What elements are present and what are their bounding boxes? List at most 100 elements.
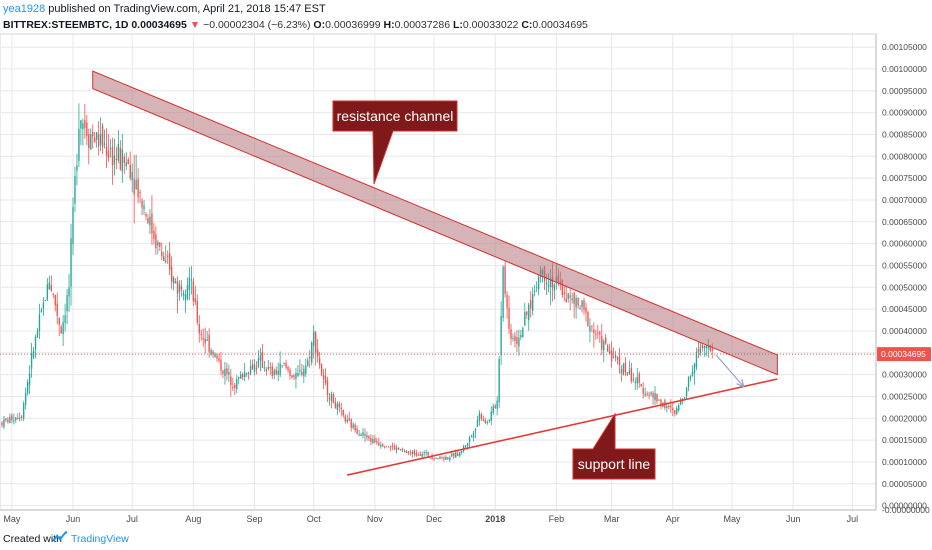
- candle-body: [303, 368, 305, 377]
- candle-body: [161, 251, 163, 257]
- candle-body: [636, 377, 638, 384]
- candle-body: [488, 420, 490, 422]
- candle-body: [182, 292, 185, 296]
- candle-body: [642, 388, 644, 394]
- candle-body: [453, 452, 455, 457]
- candle-body: [119, 147, 122, 170]
- candle-body: [386, 446, 388, 448]
- candle-body: [26, 381, 29, 394]
- candle-body: [113, 155, 116, 165]
- candle-body: [689, 375, 692, 379]
- candle-body: [30, 353, 33, 369]
- candle-body: [439, 456, 441, 459]
- candle-body: [567, 293, 569, 299]
- candle-body: [94, 137, 96, 143]
- candle-body: [610, 350, 613, 362]
- candle-body: [711, 348, 713, 351]
- candle-body: [457, 453, 459, 456]
- candle-body: [42, 302, 45, 309]
- candle-body: [259, 355, 262, 361]
- candle-body: [295, 372, 297, 379]
- candle-body: [28, 373, 31, 385]
- candle-body: [218, 358, 220, 361]
- candle-body: [24, 392, 27, 405]
- tradingview-brand[interactable]: TradingView: [71, 533, 129, 545]
- author-link[interactable]: yea1928: [3, 3, 46, 15]
- candle-body: [703, 345, 706, 349]
- x-tick-label: Feb: [549, 514, 565, 524]
- candle-body: [484, 420, 487, 423]
- projection-arrow: [715, 354, 745, 388]
- candle-body: [533, 290, 536, 292]
- candle-body: [423, 452, 425, 454]
- tradingview-logo-icon[interactable]: [52, 531, 68, 543]
- candle-body: [212, 351, 214, 355]
- candle-body: [397, 447, 400, 450]
- candle-body: [707, 346, 709, 349]
- x-tick-label: May: [3, 514, 21, 524]
- candle-body: [405, 451, 408, 453]
- candle-body: [460, 450, 463, 453]
- candle-body: [90, 134, 92, 150]
- candle-body: [322, 374, 325, 380]
- candle-body: [115, 158, 118, 160]
- x-tick-label: Aug: [185, 514, 201, 524]
- candle-body: [522, 328, 524, 337]
- y-tick-label: 0.00040000: [882, 326, 927, 336]
- candle-body: [155, 234, 157, 248]
- candle-body: [174, 281, 177, 284]
- chart-drawings: resistance channel support line: [0, 70, 876, 480]
- candle-body: [301, 371, 303, 375]
- candle-body: [95, 132, 98, 140]
- y-tick-label: 0.00050000: [882, 282, 927, 292]
- candle-body: [366, 435, 368, 438]
- candle-body: [17, 417, 19, 419]
- candle-body: [103, 143, 106, 145]
- candle-body: [109, 148, 112, 150]
- candle-body: [234, 384, 236, 388]
- candle-body: [283, 362, 285, 364]
- current-price-tag-text: 0.00034695: [881, 349, 926, 359]
- candle-body: [247, 373, 250, 375]
- candle-body: [165, 260, 167, 263]
- candle-body: [547, 285, 550, 287]
- candle-body: [532, 294, 534, 311]
- x-tick-label: Jun: [66, 514, 81, 524]
- candle-body: [320, 363, 323, 375]
- candle-body: [577, 297, 579, 306]
- candle-body: [591, 325, 593, 327]
- x-tick-label: Jul: [847, 514, 859, 524]
- candle-body: [299, 369, 301, 372]
- candle-body: [267, 367, 270, 370]
- candle-body: [476, 420, 479, 427]
- candle-body: [82, 123, 84, 130]
- candle-body: [66, 295, 68, 312]
- symbol-label[interactable]: BITTREX:STEEMBTC, 1D: [3, 19, 129, 31]
- candle-body: [19, 417, 21, 419]
- candle-body: [630, 367, 633, 382]
- candle-body: [563, 292, 565, 294]
- candle-body: [326, 380, 329, 396]
- y-tick-label: 0.00055000: [882, 260, 927, 270]
- candle-body: [238, 377, 240, 379]
- y-tick-label: 0.00000000: [882, 501, 927, 511]
- y-tick-label: 0.00025000: [882, 391, 927, 401]
- y-tick-label: 0.00090000: [882, 108, 927, 118]
- candle-body: [324, 376, 327, 384]
- candle-body: [245, 373, 248, 375]
- candle-body: [34, 336, 37, 350]
- candle-body: [281, 365, 283, 367]
- created-with-text: Created with: [3, 533, 62, 545]
- candle-body: [492, 406, 494, 414]
- candle-body: [117, 144, 120, 161]
- candle-body: [685, 387, 688, 397]
- candle-body: [387, 446, 390, 448]
- candle-body: [455, 452, 457, 458]
- low-value: 0.00033022: [462, 19, 519, 31]
- candle-body: [230, 376, 232, 386]
- candle-body: [652, 393, 654, 398]
- candle-body: [350, 419, 352, 428]
- y-tick-label: 0.00060000: [882, 239, 927, 249]
- candle-body: [399, 449, 402, 451]
